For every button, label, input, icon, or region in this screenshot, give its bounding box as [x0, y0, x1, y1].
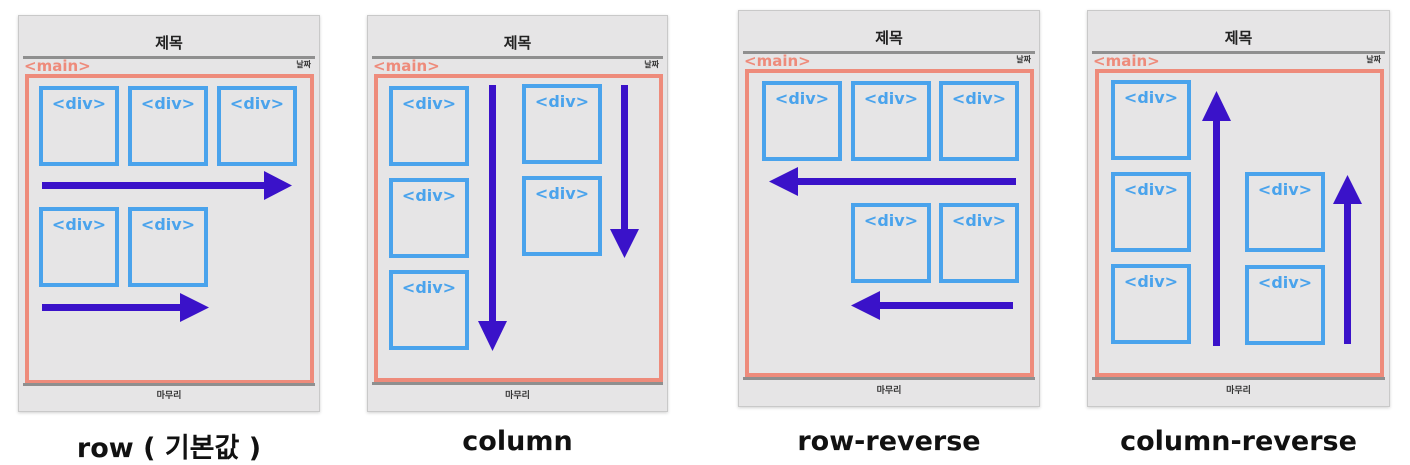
main-tag-label: <main> [744, 52, 811, 70]
arrow-left-icon [769, 167, 1016, 196]
div-item-4: <div> [522, 84, 602, 164]
footer-rule [1092, 377, 1385, 380]
footer-text: 마무리 [876, 386, 902, 396]
div-item-3: <div> [389, 270, 469, 350]
arrow-up-icon [1202, 91, 1231, 346]
panel-title: 제목 [155, 34, 183, 52]
date-label: 날짜 [644, 60, 659, 69]
div-item-1: <div> [39, 86, 119, 166]
main-tag-label: <main> [1093, 52, 1160, 70]
div-item-5: <div> [1245, 172, 1325, 252]
main-container [374, 74, 663, 382]
date-label: 날짜 [1016, 55, 1031, 64]
panel-title: 제목 [1224, 29, 1253, 47]
footer-text: 마무리 [1226, 386, 1251, 396]
footer-rule [23, 383, 315, 386]
date-label: 날짜 [1366, 55, 1381, 64]
footer-rule [372, 382, 663, 385]
div-item-2: <div> [128, 86, 208, 166]
caption-column-reverse: column-reverse [1120, 426, 1357, 457]
main-container [25, 74, 314, 384]
caption-row: row ( 기본값 ) [76, 433, 262, 464]
div-item-2: <div> [389, 178, 469, 258]
div-item-5: <div> [128, 207, 208, 287]
panel-row-reverse: 제목 <main> 날짜 마무리 <div> <div> <div> <div>… [738, 10, 1040, 407]
div-item-3: <div> [762, 81, 842, 161]
div-item-2: <div> [851, 81, 931, 161]
arrow-down-icon [478, 85, 507, 351]
footer-text: 마무리 [505, 391, 530, 401]
div-item-5: <div> [522, 176, 602, 256]
panel-title: 제목 [503, 34, 532, 52]
div-item-4: <div> [939, 203, 1019, 283]
header-rule [372, 56, 663, 59]
footer-text: 마무리 [156, 391, 182, 401]
caption-row-reverse: row-reverse [797, 426, 981, 457]
footer-rule [743, 377, 1035, 380]
div-item-2: <div> [1111, 172, 1191, 252]
main-tag-label: <main> [373, 57, 440, 75]
main-tag-label: <main> [24, 57, 91, 75]
header-rule [23, 56, 315, 59]
div-item-1: <div> [389, 86, 469, 166]
caption-column: column [462, 426, 573, 457]
main-container [745, 69, 1034, 377]
header-rule [743, 51, 1035, 54]
div-item-1: <div> [939, 81, 1019, 161]
arrow-up-icon [1333, 175, 1362, 344]
panel-column-reverse: 제목 <main> 날짜 마무리 <div> <div> <div> <div>… [1087, 10, 1390, 407]
div-item-3: <div> [217, 86, 297, 166]
div-item-1: <div> [1111, 264, 1191, 344]
arrow-down-icon [610, 85, 639, 258]
div-item-4: <div> [39, 207, 119, 287]
div-item-5: <div> [851, 203, 931, 283]
panel-column: 제목 <main> 날짜 마무리 <div> <div> <div> <div>… [367, 15, 668, 412]
header-rule [1092, 51, 1385, 54]
arrow-right-icon [42, 171, 292, 200]
div-item-4: <div> [1245, 265, 1325, 345]
arrow-left-icon [851, 291, 1013, 320]
div-item-3: <div> [1111, 80, 1191, 160]
panel-title: 제목 [875, 29, 903, 47]
panel-row: 제목 <main> 날짜 마무리 <div> <div> <div> <div>… [18, 15, 320, 412]
arrow-right-icon [42, 293, 209, 322]
main-container [1095, 69, 1384, 377]
date-label: 날짜 [296, 60, 311, 69]
